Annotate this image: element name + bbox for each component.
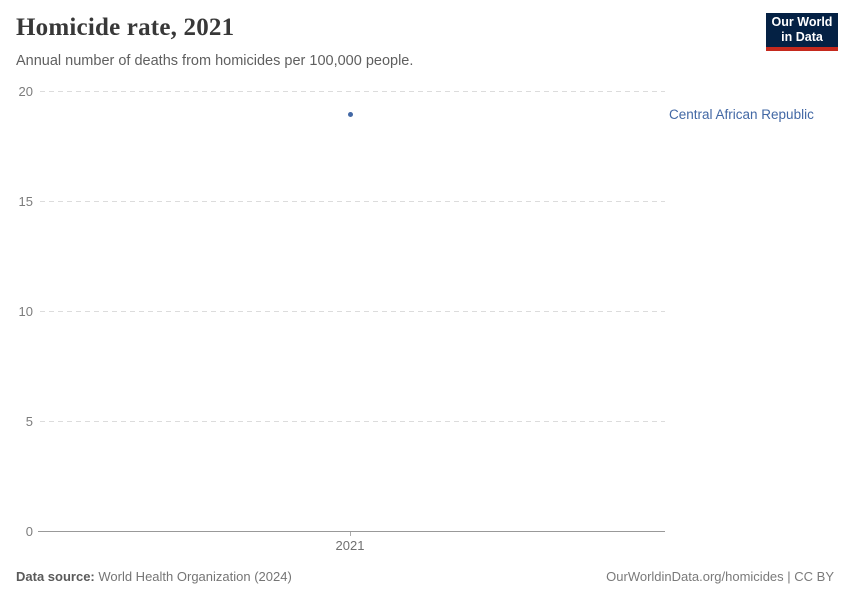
x-axis-tick-mark (350, 532, 351, 536)
x-axis-tick-2021: 2021 (335, 538, 365, 553)
x-axis-line (38, 531, 665, 532)
entity-label-central-african-republic[interactable]: Central African Republic (669, 107, 814, 122)
attribution-link[interactable]: OurWorldinData.org/homicides | CC BY (606, 569, 834, 584)
y-axis-tick-10: 10 (18, 304, 33, 319)
gridline-20 (40, 91, 665, 92)
y-axis-tick-15: 15 (18, 194, 33, 209)
data-point-central-african-republic[interactable] (348, 112, 353, 117)
owid-logo-line1: Our World (771, 15, 833, 29)
chart-subtitle: Annual number of deaths from homicides p… (16, 53, 414, 69)
y-axis-tick-20: 20 (18, 84, 33, 99)
page-title: Homicide rate, 2021 (16, 14, 235, 41)
owid-logo-line2: in Data (781, 30, 823, 44)
data-source-value: World Health Organization (2024) (94, 569, 292, 584)
data-source-note: Data source: World Health Organization (… (16, 569, 292, 584)
gridline-10 (40, 311, 665, 312)
y-axis-tick-5: 5 (25, 414, 33, 429)
data-source-label: Data source: (16, 569, 95, 584)
owid-logo[interactable]: Our World in Data (766, 13, 838, 51)
y-axis-tick-0: 0 (25, 524, 33, 539)
gridline-5 (40, 421, 665, 422)
gridline-15 (40, 201, 665, 202)
